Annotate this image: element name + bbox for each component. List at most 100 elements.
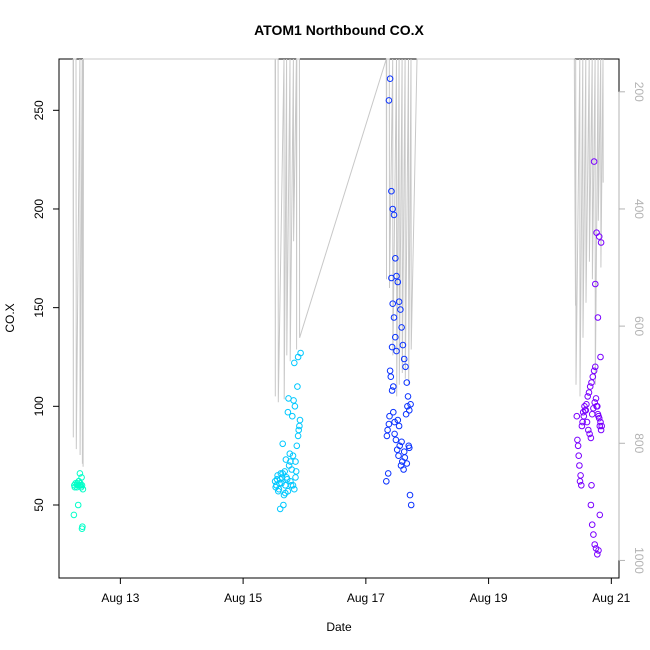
x-tick-label: Aug 17 [347,591,385,605]
data-point [393,347,400,355]
right-y-axis: 200 400 600 800 1000 [618,82,646,574]
data-point [396,442,404,450]
right-y-tick-label: 800 [632,433,646,453]
y-tick-label: 150 [32,297,46,317]
data-point [574,436,581,444]
data-point [287,482,295,489]
data-point [385,97,393,104]
data-point [389,205,397,213]
data-point [578,482,585,489]
data-point [596,511,604,519]
right-y-tick-label: 1000 [632,547,646,574]
data-point [585,426,592,434]
data-point [392,254,399,262]
data-point [588,379,595,386]
data-point [581,403,588,410]
data-point [392,436,400,444]
data-point [284,408,292,416]
data-point [580,412,588,420]
data-point [597,426,605,434]
data-point [277,470,285,477]
data-point [406,491,414,499]
data-point [407,501,415,509]
data-point [595,233,603,240]
data-point [398,438,405,446]
data-point [597,239,605,246]
data-point [77,482,84,489]
data-point [281,468,289,475]
data-point [295,426,303,434]
data-point [276,505,284,513]
data-point [286,450,294,458]
data-point [384,426,391,434]
data-point [291,359,298,367]
data-point [275,487,282,495]
data-point [388,274,395,282]
data-point [576,462,583,469]
data-point [577,472,584,479]
data-point [598,422,606,430]
y-tick-label: 200 [32,199,46,219]
data-point [276,480,283,487]
data-point [400,466,407,473]
data-point [389,300,397,308]
data-point [575,452,583,460]
data-point [289,482,297,489]
data-point [576,478,584,485]
data-point [587,434,595,442]
y-axis-label: CO.X [3,303,17,332]
data-point [395,422,403,430]
data-point [395,298,403,306]
secondary-line-layer [72,58,604,467]
data-point [296,416,304,424]
data-point [283,476,291,483]
scatter-points-layer [70,75,606,558]
data-point [590,367,598,375]
right-y-tick-label: 200 [632,82,646,102]
data-point [294,432,302,440]
data-point [74,480,81,487]
data-point [594,314,602,321]
x-tick-label: Aug 13 [101,591,139,605]
data-point [398,324,405,331]
chart-title: ATOM1 Northbound CO.X [254,22,424,38]
data-point [76,470,84,477]
y-tick-label: 250 [32,100,46,120]
data-point [590,531,597,538]
data-point [386,75,394,82]
data-point [586,430,593,438]
data-point [383,478,390,485]
data-point [386,367,394,375]
x-tick-label: Aug 21 [592,591,630,605]
data-point [591,541,599,548]
y-tick-label: 100 [32,396,46,416]
y-tick-label: 50 [32,498,46,512]
x-tick-label: Aug 15 [224,591,262,605]
data-point [384,470,392,477]
data-point [584,393,592,400]
data-point [585,389,593,396]
data-point [592,395,600,402]
data-point [390,314,398,321]
data-point [297,349,304,357]
data-point [592,363,599,371]
data-point [394,416,402,424]
data-point [388,187,395,195]
data-point [385,420,393,428]
data-point [573,412,581,420]
data-point [289,412,296,420]
data-point [596,422,604,430]
data-point [392,333,399,341]
data-point [282,489,289,497]
data-point [78,525,86,533]
x-tick-label: Aug 19 [470,591,508,605]
data-point [390,383,397,390]
data-point [406,407,413,414]
data-point [594,410,602,418]
data-point [293,442,301,450]
data-point [395,452,402,460]
data-point [588,410,596,418]
data-point [391,430,398,438]
data-point [280,501,287,509]
